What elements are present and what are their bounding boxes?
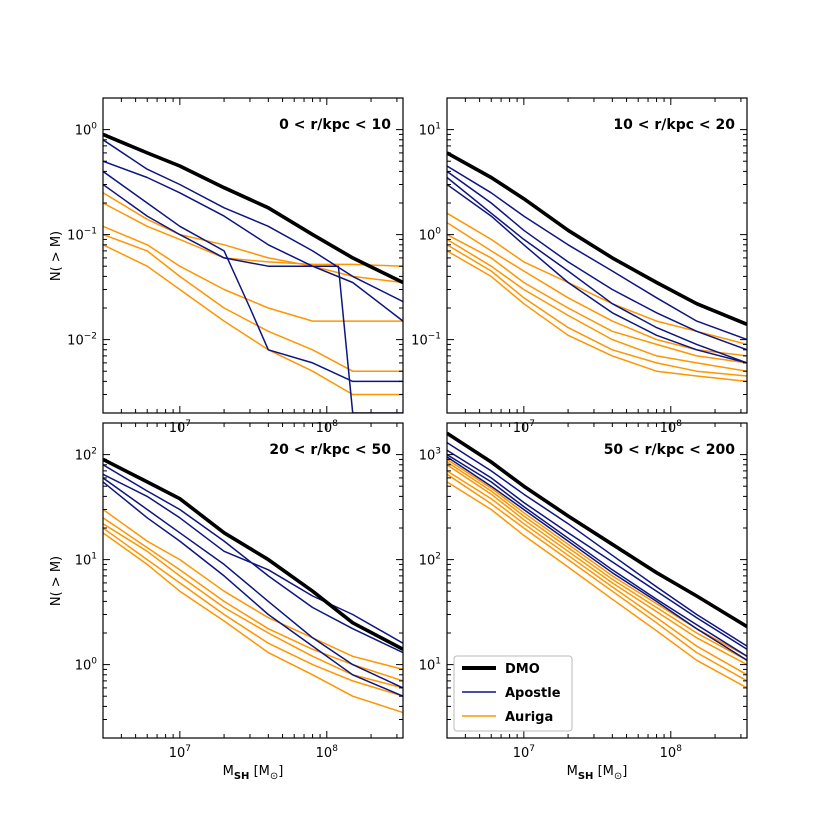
series-line-apostle-3 (103, 477, 403, 689)
series-line-dmo (103, 457, 403, 651)
series-line-apostle-3 (103, 170, 403, 383)
x-tick-label: 107 (169, 744, 191, 761)
series-line-auriga-3 (447, 233, 747, 364)
series-line-auriga-2 (103, 517, 403, 682)
axes-frame (446, 97, 748, 414)
series-line-apostle-3 (447, 176, 747, 364)
series-line-apostle-4 (103, 481, 403, 697)
series-line-auriga-1 (103, 508, 403, 671)
series-line-auriga-3 (447, 464, 747, 666)
series-line-dmo (103, 132, 403, 285)
panel-title: 0 < r/kpc < 10 (279, 117, 391, 133)
series-line-auriga-1 (447, 458, 747, 657)
x-tick-label: 107 (513, 744, 535, 761)
y-tick-label: 10−2 (67, 332, 97, 349)
x-tick-label: 108 (316, 744, 339, 761)
series-line-auriga-2 (447, 221, 747, 357)
xlabel-right: MSH [M⊙] (567, 764, 628, 782)
series-line-apostle-2 (447, 449, 747, 650)
panel-lines (447, 151, 747, 383)
panel-2: 107 108 102 101 100 20 < r/kpc < 50 (75, 422, 404, 761)
series-line-apostle-3 (447, 453, 747, 657)
series-line-auriga-4 (103, 233, 403, 372)
y-tick-label: 10−1 (67, 227, 97, 244)
series-line-auriga-2 (103, 192, 403, 284)
panel-title: 10 < r/kpc < 20 (613, 117, 735, 133)
y-tick-label: 100 (75, 122, 98, 139)
series-line-auriga-6 (447, 250, 747, 383)
x-tick-label: 108 (660, 744, 683, 761)
axes-frame (446, 422, 748, 739)
series-line-auriga-6 (447, 481, 747, 689)
series-line-apostle-2 (447, 170, 747, 351)
series-line-apostle-1 (103, 464, 403, 654)
panel-lines (103, 457, 403, 714)
series-line-auriga-5 (447, 473, 747, 682)
axes-frame (102, 422, 404, 739)
legend-label-auriga: Auriga (505, 710, 553, 725)
panel-lines (103, 132, 403, 413)
legend: DMO Apostle Auriga (453, 655, 573, 732)
panels: 107 108 100 10−1 10−2 0 < r/kpc < 10 107 108 101… (67, 97, 748, 761)
series-line-auriga-1 (103, 202, 403, 267)
legend-label-dmo: DMO (505, 662, 540, 677)
series-line-apostle-1 (447, 441, 747, 647)
series-line-auriga-1 (447, 212, 747, 346)
series-line-auriga-4 (447, 238, 747, 372)
xlabel-left: MSH [M⊙] (223, 764, 284, 782)
series-line-apostle-4 (103, 183, 403, 413)
series-line-dmo (447, 151, 747, 326)
series-line-apostle-1 (447, 165, 747, 341)
series-line-auriga-4 (103, 527, 403, 697)
series-line-apostle-1 (103, 139, 403, 303)
series-line-apostle-4 (447, 456, 747, 661)
series-line-apostle-2 (103, 473, 403, 644)
series-line-auriga-5 (103, 532, 403, 714)
y-tick-label: 101 (419, 657, 441, 674)
y-tick-label: 101 (75, 552, 97, 569)
series-line-auriga-3 (103, 523, 403, 689)
ylabel-top: N( > M) (49, 231, 64, 281)
ylabel-bottom: N( > M) (49, 556, 64, 606)
y-tick-label: 102 (419, 552, 441, 569)
series-line-dmo (447, 431, 747, 629)
y-tick-label: 102 (75, 447, 97, 464)
y-tick-label: 101 (419, 122, 441, 139)
panel-title: 50 < r/kpc < 200 (604, 442, 736, 458)
series-line-auriga-5 (447, 244, 747, 377)
series-line-auriga-3 (103, 225, 403, 322)
y-tick-label: 103 (419, 447, 441, 464)
panel-3: 107 108 103 102 101 50 < r/kpc < 200 (419, 422, 748, 761)
axes-frame (102, 97, 404, 414)
panel-title: 20 < r/kpc < 50 (269, 442, 391, 458)
series-line-auriga-2 (447, 461, 747, 661)
series-line-apostle-2 (103, 160, 403, 322)
y-tick-label: 10−1 (411, 332, 441, 349)
panel-lines (447, 431, 747, 689)
legend-label-apostle: Apostle (505, 686, 561, 701)
legend-box (453, 655, 573, 732)
y-tick-label: 100 (419, 227, 442, 244)
y-tick-label: 100 (75, 657, 98, 674)
series-line-auriga-4 (447, 470, 747, 676)
series-line-apostle-4 (447, 183, 747, 364)
series-line-auriga-5 (103, 244, 403, 396)
